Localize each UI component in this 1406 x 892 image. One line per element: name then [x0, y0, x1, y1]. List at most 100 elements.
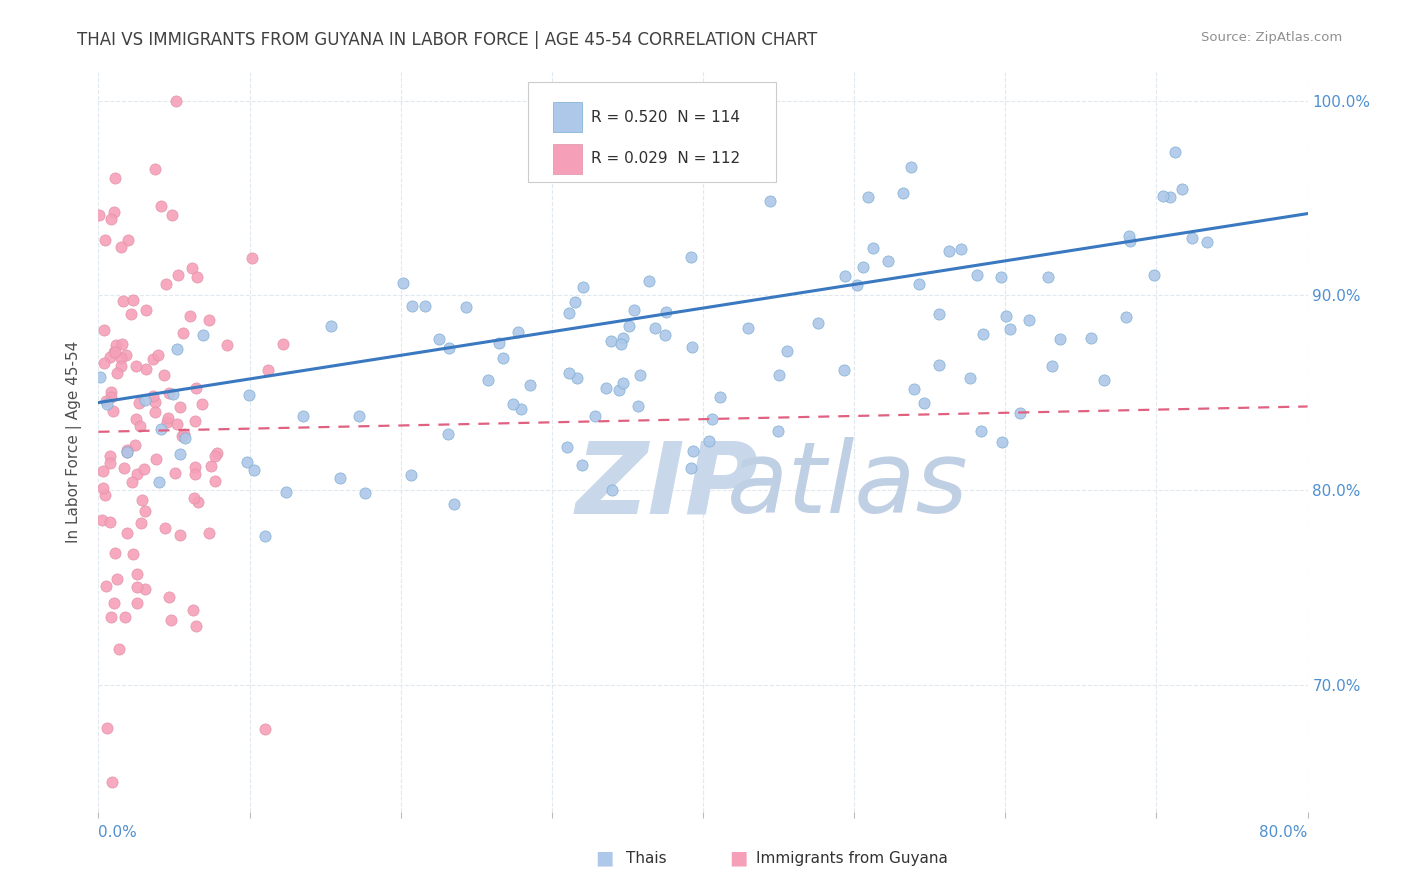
Point [112, 294, 135, 309]
Point [166, 342, 188, 356]
Point [1115, 310, 1137, 324]
Point [697, 434, 720, 448]
Point [329, 471, 352, 485]
Point [354, 486, 377, 500]
Point [858, 190, 880, 204]
Point [1038, 270, 1060, 285]
Point [291, 409, 314, 424]
Point [169, 400, 191, 414]
Point [427, 332, 450, 346]
Point [103, 204, 125, 219]
Point [153, 521, 176, 535]
Point [349, 409, 371, 424]
Point [274, 485, 297, 500]
Point [115, 348, 138, 362]
Point [179, 309, 201, 323]
Point [949, 242, 972, 256]
Point [87, 208, 110, 222]
Point [191, 397, 214, 411]
Point [654, 327, 676, 342]
Point [204, 449, 226, 463]
Point [907, 277, 929, 291]
Point [1170, 181, 1192, 195]
Point [150, 199, 173, 213]
Point [148, 475, 170, 490]
Point [114, 610, 136, 624]
Point [1197, 235, 1219, 249]
FancyBboxPatch shape [527, 82, 776, 183]
Point [134, 461, 156, 475]
Point [938, 244, 960, 259]
Point [156, 416, 179, 430]
Point [627, 399, 650, 413]
Text: R = 0.029  N = 112: R = 0.029 N = 112 [591, 152, 740, 166]
Point [759, 194, 782, 208]
Point [768, 368, 790, 382]
Point [181, 603, 204, 617]
Point [131, 492, 153, 507]
Point [91, 513, 114, 527]
Point [990, 270, 1012, 285]
Point [91, 481, 114, 495]
Point [162, 208, 184, 222]
Point [969, 424, 991, 438]
Point [145, 451, 167, 466]
Point [166, 417, 188, 431]
Text: Source: ZipAtlas.com: Source: ZipAtlas.com [1202, 31, 1343, 45]
Point [129, 418, 152, 433]
Point [254, 529, 277, 543]
Point [1118, 228, 1140, 243]
Point [319, 318, 342, 333]
Point [134, 582, 156, 596]
Point [121, 293, 143, 307]
Point [583, 409, 606, 424]
Point [401, 299, 423, 313]
Point [134, 393, 156, 408]
Point [115, 445, 138, 459]
Point [257, 362, 280, 376]
Point [125, 411, 148, 425]
Point [609, 337, 631, 351]
Point [891, 186, 914, 200]
Point [488, 336, 510, 351]
Point [94, 579, 117, 593]
Point [1152, 189, 1174, 203]
Point [191, 327, 214, 342]
Text: ■: ■ [595, 848, 614, 868]
Point [271, 336, 294, 351]
Point [124, 359, 146, 374]
Text: ZIP: ZIP [575, 437, 758, 534]
Point [100, 515, 122, 529]
Point [127, 580, 149, 594]
Point [198, 525, 221, 540]
Point [98, 456, 121, 470]
Point [1164, 145, 1187, 159]
Point [157, 386, 180, 401]
Point [100, 385, 122, 400]
Point [492, 351, 515, 366]
FancyBboxPatch shape [553, 144, 582, 174]
Point [103, 596, 125, 610]
Point [183, 491, 205, 505]
Point [94, 233, 117, 247]
Point [127, 596, 149, 610]
Point [852, 260, 875, 274]
Point [197, 313, 219, 327]
Point [558, 366, 581, 380]
Point [183, 467, 205, 481]
Point [242, 463, 264, 477]
Point [477, 373, 499, 387]
Point [1181, 231, 1204, 245]
Point [401, 468, 423, 483]
Point [184, 414, 207, 428]
Point [617, 318, 640, 333]
Text: Immigrants from Guyana: Immigrants from Guyana [756, 851, 948, 865]
Point [567, 371, 589, 385]
Point [994, 309, 1017, 323]
Point [1018, 312, 1040, 326]
Point [200, 459, 222, 474]
Point [105, 338, 128, 352]
Point [110, 351, 132, 365]
Point [100, 211, 122, 226]
Point [169, 447, 191, 461]
